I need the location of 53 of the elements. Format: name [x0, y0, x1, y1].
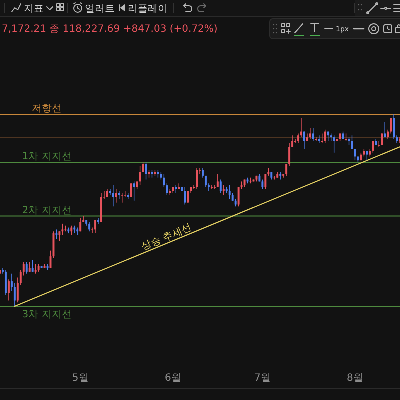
candlestick	[28, 262, 31, 272]
candlestick	[115, 189, 118, 204]
candlestick	[145, 162, 148, 180]
candlestick	[80, 218, 82, 232]
candlestick	[309, 128, 312, 140]
candlestick	[32, 260, 34, 272]
candlestick	[184, 187, 186, 206]
candlestick	[26, 262, 28, 274]
candlestick	[303, 131, 306, 150]
candlestick	[94, 220, 97, 234]
x-tick-label: 7월	[254, 373, 271, 384]
candlestick	[98, 218, 100, 224]
candlestick	[264, 174, 267, 190]
candlestick	[52, 231, 55, 259]
candlestick	[262, 179, 264, 190]
candlestick	[130, 183, 132, 198]
candlestick	[133, 181, 136, 202]
candlestick	[139, 166, 142, 186]
candlestick	[58, 231, 61, 242]
candlestick	[280, 172, 282, 180]
candlestick	[62, 224, 64, 236]
candlestick	[34, 264, 37, 274]
candlestick	[393, 114, 396, 140]
ref-line-label: 저항선	[32, 104, 62, 114]
candlestick	[324, 130, 326, 144]
candlestick	[8, 279, 10, 302]
text: 7,172.21 종 118,227.69 +847.03 (+0.72%)	[2, 24, 218, 35]
x-tick-label: 5월	[72, 373, 89, 384]
x-tick-label: 8월	[347, 373, 364, 384]
candlestick	[121, 192, 124, 204]
candlestick	[220, 179, 222, 194]
candlestick	[354, 148, 356, 161]
candlestick	[112, 185, 114, 208]
candlestick	[384, 122, 386, 138]
candlestick	[333, 135, 336, 154]
ref-line-label: 1차 지지선	[22, 152, 72, 162]
candlestick	[216, 174, 219, 188]
x-tick-label: 6월	[164, 373, 182, 384]
candlestick	[228, 185, 231, 200]
ref-line-label: 3차 지지선	[22, 310, 72, 320]
candlestick	[4, 270, 7, 296]
candlestick	[70, 226, 73, 236]
candlestick	[118, 190, 120, 200]
candlestick	[312, 128, 314, 142]
text: 리플레이	[128, 4, 168, 15]
ref-line-label: 2차 지지선	[22, 205, 72, 216]
candlestick	[56, 229, 58, 240]
candlestick	[222, 185, 225, 196]
candlestick	[318, 135, 320, 144]
candlestick	[88, 222, 91, 232]
text: 얼러트	[85, 4, 115, 15]
text: 지표	[24, 4, 44, 15]
candlestick	[196, 168, 198, 190]
